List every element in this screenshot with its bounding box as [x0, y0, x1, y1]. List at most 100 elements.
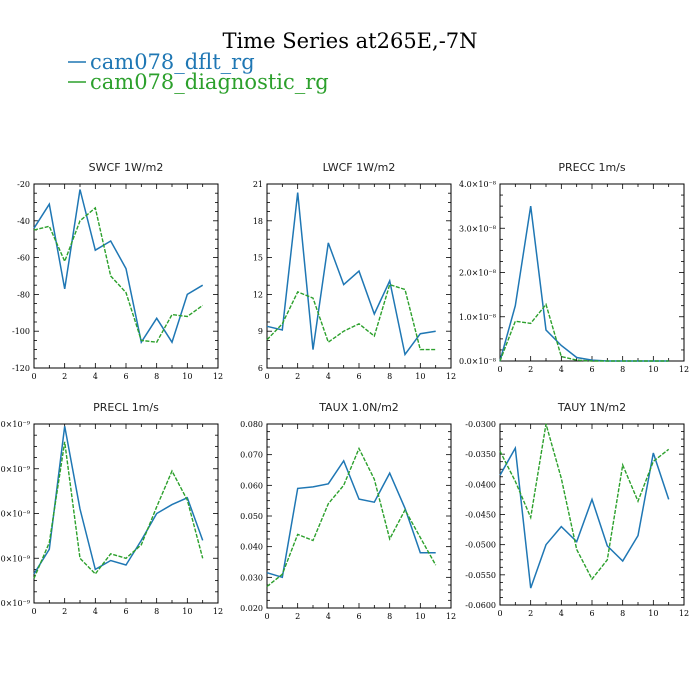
- series-line-diagnostic-swcf: [33, 206, 204, 343]
- panel-title-precl: PRECL 1m/s: [93, 401, 159, 414]
- legend-label-dflt: cam078_dflt_rg: [90, 50, 255, 74]
- series-line-diagnostic-precc: [499, 302, 669, 362]
- y-tick-label: 0.040: [240, 543, 263, 552]
- x-tick-label: 10: [415, 612, 425, 621]
- series-line-dflt-lwcf: [266, 192, 436, 357]
- series-line-diagnostic-precl: [33, 441, 204, 579]
- y-tick-label: 0.070: [240, 451, 263, 460]
- series-line-diagnostic-tauy: [499, 423, 670, 581]
- x-tick-label: 12: [679, 365, 689, 374]
- axes-frame-lwcf: [266, 183, 452, 369]
- y-tick-label: 4.0×10⁻⁹: [0, 510, 31, 519]
- legend: cam078_dflt_rg cam078_diagnostic_rg: [68, 50, 329, 94]
- panel-title-taux: TAUX 1.0N/m2: [318, 401, 399, 414]
- panel-title-swcf: SWCF 1W/m2: [89, 161, 164, 174]
- y-tick-label: 8.0×10⁻⁹: [0, 420, 31, 429]
- x-tick-label: 4: [559, 365, 564, 374]
- x-tick-label: 0: [497, 609, 502, 618]
- x-tick-label: 8: [387, 372, 392, 381]
- series-line-diagnostic-taux: [266, 446, 437, 588]
- series-line-dflt-precc: [499, 205, 669, 362]
- y-tick-label: -0.0500: [465, 541, 496, 550]
- x-tick-label: 6: [356, 612, 361, 621]
- x-tick-label: 4: [93, 607, 98, 616]
- x-tick-label: 0: [497, 365, 502, 374]
- x-tick-label: 8: [620, 365, 625, 374]
- y-tick-label: -120: [12, 364, 30, 373]
- x-tick-label: 10: [182, 607, 192, 616]
- x-tick-label: 2: [295, 372, 300, 381]
- panels: SWCF 1W/m2 0 2 4 6 8 10 12 -120 -100 -80 -60 -40 -20 L…: [0, 161, 689, 621]
- y-tick-label: 2.0×10⁻⁸: [459, 269, 496, 278]
- panel-title-lwcf: LWCF 1W/m2: [323, 161, 396, 174]
- x-tick-label: 8: [154, 607, 159, 616]
- x-tick-label: 4: [93, 372, 98, 381]
- y-tick-label: 6.0×10⁻⁹: [0, 465, 31, 474]
- x-tick-label: 12: [679, 609, 689, 618]
- x-tick-label: 12: [213, 607, 223, 616]
- y-tick-label: 3.0×10⁻⁸: [459, 224, 496, 233]
- legend-entry-diagnostic: cam078_diagnostic_rg: [68, 70, 329, 94]
- panel-precc: PRECC 1m/s 0 2 4 6 8 10 12 0.0×10⁻⁸ 1.0×10⁻⁸ 2.0×1…: [459, 161, 689, 374]
- axes-frame-precc: [499, 183, 685, 362]
- y-tick-label: -0.0600: [465, 601, 496, 610]
- y-tick-label: 18: [253, 217, 263, 226]
- series-line-dflt-precl: [33, 426, 204, 575]
- x-tick-label: 6: [589, 609, 594, 618]
- x-tick-label: 8: [387, 612, 392, 621]
- y-tick-label: 0.0×10⁻⁸: [459, 357, 496, 366]
- x-tick-label: 8: [154, 372, 159, 381]
- series-line-dflt-tauy: [499, 445, 670, 589]
- panel-precl: PRECL 1m/s 0 2 4 6 8 10 12 0.0×10⁻⁹ 2.0×10⁻⁹ 4.0×1…: [0, 401, 223, 616]
- panel-taux: TAUX 1.0N/m2 0 2 4 6 8 10 12 0.020 0.030 0.040 0.05…: [240, 401, 456, 621]
- panel-swcf: SWCF 1W/m2 0 2 4 6 8 10 12 -120 -100 -80 -60 -40 -20: [12, 161, 223, 381]
- x-tick-label: 10: [648, 365, 658, 374]
- series-line-dflt-swcf: [33, 189, 204, 345]
- x-tick-label: 6: [123, 372, 128, 381]
- y-tick-label: -60: [17, 254, 30, 263]
- x-tick-label: 6: [589, 365, 594, 374]
- x-tick-label: 8: [620, 609, 625, 618]
- panel-lwcf: LWCF 1W/m2 0 2 4 6 8 10 12 6 9 12 15 18 21: [253, 161, 456, 381]
- panel-title-precc: PRECC 1m/s: [558, 161, 626, 174]
- y-tick-label: 0.030: [240, 573, 263, 582]
- x-tick-label: 0: [264, 372, 269, 381]
- y-tick-label: -100: [12, 327, 30, 336]
- y-tick-label: -0.0550: [465, 571, 496, 580]
- figure-title: Time Series at265E,-7N: [222, 29, 477, 53]
- y-tick-label: -0.0350: [465, 450, 496, 459]
- x-tick-label: 6: [123, 607, 128, 616]
- x-tick-label: 0: [264, 612, 269, 621]
- panel-title-tauy: TAUY 1N/m2: [557, 401, 626, 414]
- x-tick-label: 10: [648, 609, 658, 618]
- y-tick-label: 2.0×10⁻⁹: [0, 554, 31, 563]
- y-tick-label: 12: [253, 290, 263, 299]
- x-tick-label: 0: [31, 607, 36, 616]
- y-tick-label: -0.0400: [465, 480, 496, 489]
- x-tick-label: 2: [62, 607, 67, 616]
- x-tick-label: 2: [62, 372, 67, 381]
- y-tick-label: 0.080: [240, 420, 263, 429]
- y-tick-label: 0.020: [240, 604, 263, 613]
- y-tick-label: 6: [258, 364, 263, 373]
- y-tick-label: -20: [17, 180, 30, 189]
- x-tick-label: 10: [415, 372, 425, 381]
- y-tick-label: 0.060: [240, 481, 263, 490]
- y-tick-label: 9: [258, 327, 263, 336]
- x-tick-label: 12: [213, 372, 223, 381]
- x-tick-label: 2: [528, 609, 533, 618]
- y-tick-label: -40: [17, 217, 30, 226]
- x-tick-label: 2: [528, 365, 533, 374]
- x-tick-label: 12: [446, 612, 456, 621]
- legend-label-diagnostic: cam078_diagnostic_rg: [90, 70, 329, 94]
- x-tick-label: 6: [356, 372, 361, 381]
- panel-tauy: TAUY 1N/m2 0 2 4 6 8 10 12 -0.0600 -0.0550 -0.0500…: [465, 401, 689, 618]
- x-tick-label: 4: [326, 372, 331, 381]
- x-tick-label: 4: [559, 609, 564, 618]
- axes-frame-tauy: [499, 423, 685, 606]
- y-tick-label: -0.0300: [465, 420, 496, 429]
- y-tick-label: -80: [17, 290, 30, 299]
- x-tick-label: 12: [446, 372, 456, 381]
- series-line-diagnostic-lwcf: [266, 283, 436, 351]
